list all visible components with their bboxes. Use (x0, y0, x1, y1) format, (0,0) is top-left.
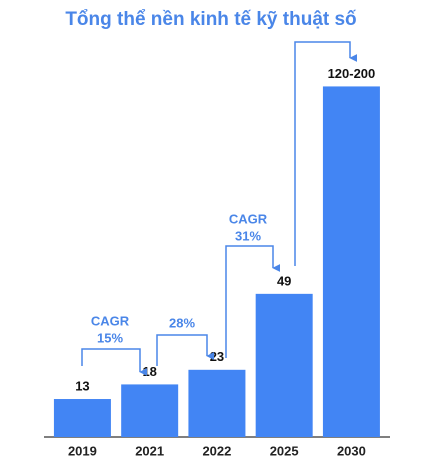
annotation: CAGR (91, 313, 130, 328)
annotation: 28% (169, 315, 195, 330)
value-label: 18 (142, 364, 156, 379)
bar (53, 399, 111, 437)
bar (255, 293, 313, 437)
annotation: 15% (97, 330, 123, 345)
x-tick-label: 2030 (337, 443, 366, 458)
x-tick-label: 2025 (270, 443, 299, 458)
annotation: CAGR (229, 211, 268, 226)
bar (188, 369, 246, 437)
x-tick-label: 2021 (135, 443, 164, 458)
cagr-bracket (156, 334, 215, 366)
value-label: 13 (75, 378, 89, 393)
x-tick-label: 2019 (68, 443, 97, 458)
bar (322, 86, 380, 437)
growth-bracket (294, 41, 358, 266)
value-label: 23 (210, 349, 224, 364)
annotation: 31% (235, 228, 261, 243)
cagr-bracket (225, 245, 281, 358)
cagr-bracket (81, 348, 148, 376)
value-label: 120-200 (328, 66, 376, 81)
bar (121, 384, 179, 437)
value-label: 49 (277, 273, 291, 288)
x-tick-label: 2022 (202, 443, 231, 458)
chart-title: Tổng thể nền kinh tế kỹ thuật số (65, 9, 357, 30)
